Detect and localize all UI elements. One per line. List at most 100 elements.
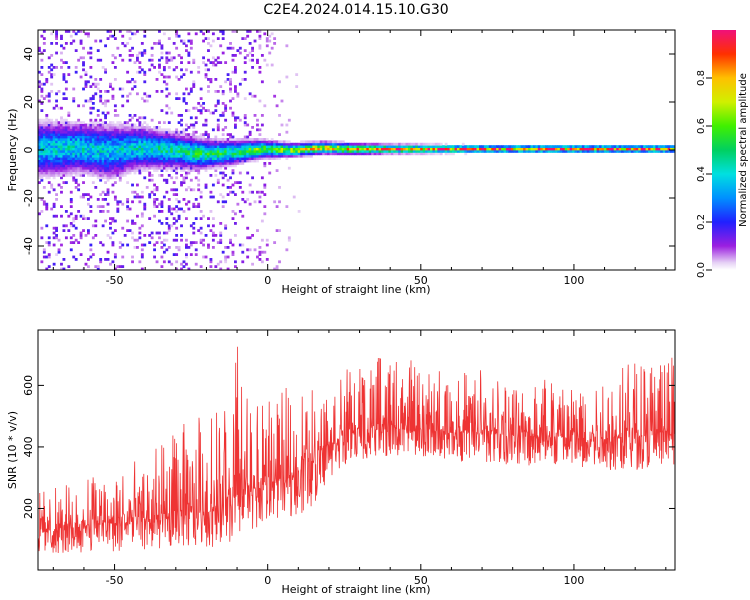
spectrogram-cell	[236, 49, 240, 52]
spectrogram-cell	[45, 150, 49, 153]
spectrogram-cell	[430, 145, 433, 148]
spectrogram-cell	[94, 138, 98, 141]
spectrogram-cell	[42, 126, 46, 129]
spectrogram-cell	[258, 253, 262, 256]
spectrogram-cell	[99, 210, 103, 213]
spectrogram-cell	[400, 147, 404, 151]
spectrogram-cell	[111, 97, 115, 100]
spectrogram-cell	[275, 145, 279, 148]
spectrogram-cell	[260, 142, 264, 146]
spectrogram-cell	[79, 157, 83, 160]
spectrogram-cell	[285, 44, 289, 48]
spectrogram-cell	[118, 142, 122, 146]
spectrogram-cell	[510, 145, 514, 148]
spectrogram-cell	[118, 169, 122, 172]
spectrogram-cell	[47, 126, 51, 129]
spectrogram-cell	[84, 159, 88, 163]
spectrogram-cell	[537, 145, 541, 148]
spectrogram-cell	[123, 133, 127, 136]
spectrogram-cell	[336, 145, 340, 148]
spectrogram-cell	[361, 142, 365, 146]
spectrogram-cell	[192, 135, 196, 139]
spectrogram-cell	[77, 159, 81, 163]
spectrogram-cell	[488, 147, 492, 151]
spectrogram-cell	[72, 169, 76, 172]
spectrogram-cell	[167, 162, 171, 165]
spectrogram-cell	[62, 224, 66, 228]
spectrogram-cell	[82, 56, 85, 60]
spectrogram-cell	[314, 150, 318, 153]
spectrogram-cell	[329, 150, 333, 153]
spectrogram-cell	[47, 154, 51, 158]
spectrogram-cell	[243, 37, 247, 40]
spectrogram-cell	[540, 150, 544, 153]
spectrogram-cell	[91, 154, 95, 158]
spectrogram-cell	[45, 255, 49, 259]
spectrogram-cell	[209, 154, 213, 158]
spectrogram-cell	[57, 126, 61, 129]
spectrogram-cell	[74, 123, 78, 127]
spectrogram-cell	[596, 150, 600, 153]
spectrogram-cell	[312, 152, 316, 156]
spectrogram-cell	[52, 169, 56, 172]
spectrogram-cell	[89, 174, 93, 177]
spectrogram-cell	[106, 123, 110, 127]
spectrogram-cell	[185, 174, 188, 177]
spectrogram-cell	[207, 135, 210, 139]
spectrogram-cell	[567, 145, 571, 148]
spectrogram-cell	[532, 150, 536, 153]
spectrogram-cell	[162, 157, 166, 160]
spectrogram-cell	[260, 54, 264, 57]
spectrogram-cell	[219, 152, 223, 156]
spectrogram-cell	[72, 241, 76, 244]
spectrogram-cell	[128, 147, 132, 151]
spectrogram-cell	[153, 193, 156, 196]
spectrogram-cell	[434, 152, 438, 156]
spectrogram-cell	[618, 147, 622, 151]
spectrogram-cell	[69, 205, 73, 208]
spectrogram-cell	[611, 145, 615, 148]
spectrogram-cell	[131, 200, 134, 204]
spectrogram-cell	[439, 147, 443, 151]
spectrogram-cell	[180, 159, 183, 163]
spectrogram-cell	[224, 140, 228, 144]
spectrogram-cell	[224, 157, 228, 160]
spectrogram-cell	[133, 145, 137, 148]
spectrogram-cell	[341, 145, 345, 148]
spectrogram-cell	[415, 152, 419, 156]
spectrogram-cell	[72, 234, 76, 237]
spectrogram-cell	[121, 145, 125, 148]
spectrogram-cell	[180, 224, 183, 228]
spectrogram-cell	[67, 162, 71, 165]
spectrogram-cell	[128, 162, 132, 165]
spectrogram-cell	[258, 133, 262, 136]
spectrogram-cell	[231, 138, 235, 141]
spectrogram-cell	[234, 222, 237, 225]
spectrogram-cell	[87, 265, 90, 268]
spectrogram-cell	[194, 166, 198, 170]
spectrogram-cell	[209, 162, 213, 165]
spectrogram-cell	[175, 238, 179, 242]
spectrogram-cell	[505, 145, 509, 148]
spectrogram-cell	[145, 159, 149, 163]
spectrogram-cell	[82, 214, 85, 218]
spectrogram-cell	[64, 126, 68, 129]
spectrogram-cell	[101, 123, 105, 127]
spectrogram-cell	[45, 157, 49, 160]
spectrogram-cell	[99, 135, 103, 139]
spectrogram-cell	[170, 262, 174, 266]
spectrogram-cell	[246, 135, 250, 139]
spectrogram-cell	[256, 58, 259, 62]
spectrogram-cell	[55, 164, 58, 168]
spectrogram-cell	[87, 171, 90, 175]
spectrogram-cell	[167, 147, 171, 151]
spectrogram-cell	[302, 140, 306, 144]
spectrogram-cell	[94, 142, 98, 146]
spectrogram-cell	[667, 145, 671, 148]
spectrogram-cell	[185, 159, 188, 163]
spectrogram-cell	[483, 147, 487, 151]
spectrogram-cell	[150, 231, 154, 235]
spectrogram-cell	[82, 128, 85, 132]
spectrogram-cell	[121, 202, 125, 206]
spectrogram-cell	[104, 114, 107, 117]
